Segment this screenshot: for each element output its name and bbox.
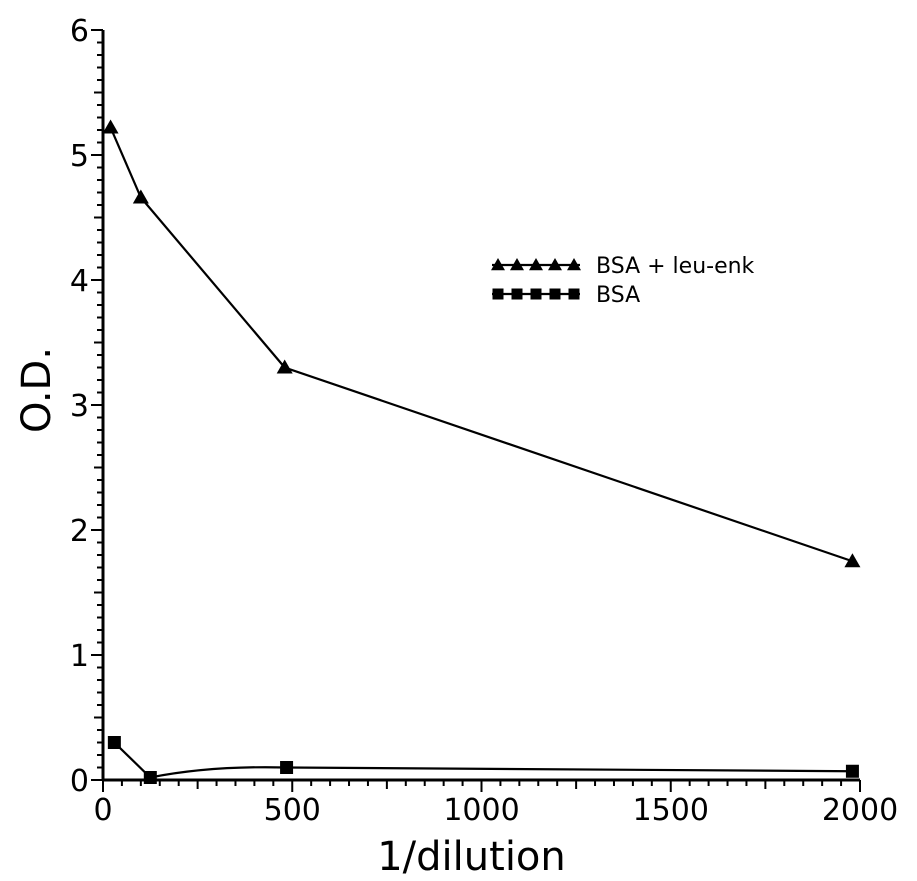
legend-item-bsa: BSA <box>492 283 640 308</box>
legend-marker-square <box>568 288 580 300</box>
data-point-triangle <box>844 553 861 568</box>
legend-label-bsa: BSA <box>596 283 640 308</box>
legend-marker-triangle <box>510 258 524 271</box>
series-bsa <box>107 736 859 784</box>
series-line <box>113 741 853 779</box>
x-tick-label: 0 <box>93 793 112 828</box>
y-tick-label: 3 <box>70 389 89 424</box>
y-tick-label: 1 <box>70 639 89 674</box>
legend-marker-triangle <box>491 258 505 271</box>
data-point-triangle <box>276 359 293 374</box>
legend-marker-square <box>530 288 542 300</box>
legend-marker-triangle <box>529 258 543 271</box>
legend: BSA + leu-enk BSA <box>491 254 755 308</box>
series-group <box>102 119 861 784</box>
y-tick-label: 4 <box>70 264 89 299</box>
legend-label-bsa-leu-enk: BSA + leu-enk <box>596 254 755 279</box>
legend-marker-triangle <box>567 258 581 271</box>
x-tick-label: 1500 <box>633 793 709 828</box>
legend-marker-square <box>549 288 561 300</box>
y-tick-label: 0 <box>70 764 89 799</box>
axes <box>101 30 860 782</box>
x-axis-title: 1/dilution <box>377 834 566 880</box>
legend-marker-square <box>511 288 523 300</box>
tick-labels: 0 1 2 3 4 5 6 0 500 1000 1500 2000 <box>70 14 898 828</box>
series-line <box>109 127 853 563</box>
y-axis-title: O.D. <box>14 347 60 433</box>
legend-marker-square <box>492 288 504 300</box>
series-bsa-leu-enk <box>102 119 861 568</box>
x-tick-label: 2000 <box>822 793 898 828</box>
data-point-square <box>280 761 294 774</box>
y-tick-label: 5 <box>70 139 89 174</box>
x-tick-label: 500 <box>264 793 321 828</box>
y-tick-label: 6 <box>70 14 89 49</box>
data-point-square <box>143 771 157 784</box>
ticks <box>91 29 861 792</box>
data-point-square <box>107 736 121 749</box>
legend-item-bsa-leu-enk: BSA + leu-enk <box>491 254 755 279</box>
x-tick-label: 1000 <box>443 793 519 828</box>
data-point-triangle <box>132 189 149 204</box>
data-point-triangle <box>102 119 119 134</box>
data-point-square <box>845 764 859 778</box>
y-tick-label: 2 <box>70 514 89 549</box>
legend-marker-triangle <box>548 258 562 271</box>
